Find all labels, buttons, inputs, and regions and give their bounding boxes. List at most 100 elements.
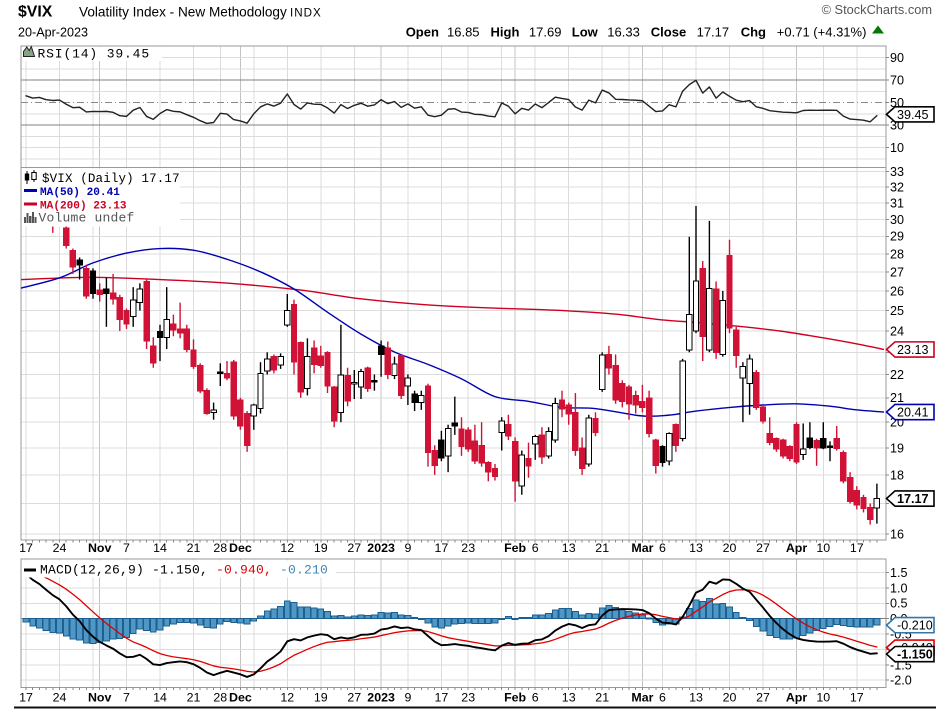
svg-text:23.13: 23.13 bbox=[897, 343, 929, 357]
svg-text:19: 19 bbox=[890, 441, 904, 455]
svg-text:$VIX (Daily) 17.17: $VIX (Daily) 17.17 bbox=[42, 172, 180, 186]
svg-text:33: 33 bbox=[890, 165, 904, 179]
svg-text:21: 21 bbox=[595, 541, 609, 555]
svg-text:Apr: Apr bbox=[786, 541, 808, 555]
svg-text:20: 20 bbox=[723, 691, 737, 705]
svg-text:6: 6 bbox=[532, 541, 539, 555]
svg-text:27: 27 bbox=[756, 691, 770, 705]
svg-text:27: 27 bbox=[756, 541, 770, 555]
svg-text:20.41: 20.41 bbox=[897, 406, 929, 420]
svg-text:25: 25 bbox=[890, 304, 904, 318]
svg-text:Close: Close bbox=[651, 25, 686, 40]
svg-text:22: 22 bbox=[890, 368, 904, 382]
svg-text:MACD(12,26,9) -1.150, -0.940,: MACD(12,26,9) -1.150, -0.940, -0.210 bbox=[40, 563, 328, 578]
svg-text:Open: Open bbox=[406, 25, 439, 40]
svg-text:0.5: 0.5 bbox=[890, 597, 908, 611]
svg-text:Nov: Nov bbox=[88, 541, 112, 555]
svg-text:Dec: Dec bbox=[229, 691, 252, 705]
svg-text:24: 24 bbox=[890, 324, 904, 338]
svg-text:29: 29 bbox=[890, 230, 904, 244]
svg-text:9: 9 bbox=[404, 541, 411, 555]
svg-text:6: 6 bbox=[659, 691, 666, 705]
svg-text:17: 17 bbox=[435, 691, 449, 705]
svg-text:32: 32 bbox=[890, 181, 904, 195]
svg-text:12: 12 bbox=[280, 541, 294, 555]
svg-text:9: 9 bbox=[404, 691, 411, 705]
svg-text:Mar: Mar bbox=[631, 541, 653, 555]
svg-text:Apr: Apr bbox=[786, 691, 808, 705]
svg-text:2023: 2023 bbox=[367, 541, 395, 555]
svg-text:Feb: Feb bbox=[504, 541, 526, 555]
svg-text:30: 30 bbox=[890, 213, 904, 227]
svg-text:20-Apr-2023: 20-Apr-2023 bbox=[18, 26, 88, 40]
svg-text:21: 21 bbox=[890, 391, 904, 405]
svg-text:28: 28 bbox=[213, 541, 227, 555]
svg-text:13: 13 bbox=[689, 541, 703, 555]
svg-text:12: 12 bbox=[280, 691, 294, 705]
svg-text:17: 17 bbox=[435, 541, 449, 555]
svg-text:7: 7 bbox=[123, 691, 130, 705]
svg-text:27: 27 bbox=[347, 691, 361, 705]
svg-text:21: 21 bbox=[187, 691, 201, 705]
svg-text:27: 27 bbox=[347, 541, 361, 555]
svg-text:17: 17 bbox=[850, 541, 864, 555]
svg-text:24: 24 bbox=[53, 541, 67, 555]
svg-text:17.69: 17.69 bbox=[529, 25, 562, 40]
svg-text:7: 7 bbox=[123, 541, 130, 555]
svg-text:70: 70 bbox=[890, 73, 904, 87]
svg-text:INDX: INDX bbox=[290, 7, 322, 20]
svg-text:31: 31 bbox=[890, 196, 904, 210]
svg-text:13: 13 bbox=[562, 541, 576, 555]
svg-text:17: 17 bbox=[19, 691, 33, 705]
svg-text:17: 17 bbox=[850, 691, 864, 705]
svg-text:19: 19 bbox=[314, 541, 328, 555]
svg-text:10: 10 bbox=[816, 691, 830, 705]
svg-text:20: 20 bbox=[723, 541, 737, 555]
svg-text:+0.71 (+4.31%): +0.71 (+4.31%) bbox=[777, 25, 867, 40]
svg-text:© StockCharts.com: © StockCharts.com bbox=[822, 2, 932, 17]
svg-text:1.5: 1.5 bbox=[890, 566, 908, 580]
svg-text:14: 14 bbox=[153, 541, 167, 555]
svg-text:13: 13 bbox=[689, 691, 703, 705]
svg-text:18: 18 bbox=[890, 468, 904, 482]
svg-text:Mar: Mar bbox=[631, 691, 653, 705]
svg-text:13: 13 bbox=[562, 691, 576, 705]
svg-text:1.0: 1.0 bbox=[890, 581, 908, 595]
svg-text:19: 19 bbox=[314, 691, 328, 705]
svg-text:17.17: 17.17 bbox=[897, 492, 929, 506]
svg-text:21: 21 bbox=[595, 691, 609, 705]
svg-text:28: 28 bbox=[213, 691, 227, 705]
svg-text:39.45: 39.45 bbox=[897, 108, 929, 122]
svg-text:High: High bbox=[491, 25, 520, 40]
svg-text:2023: 2023 bbox=[367, 691, 395, 705]
svg-text:21: 21 bbox=[187, 541, 201, 555]
svg-text:MA(50) 20.41: MA(50) 20.41 bbox=[40, 187, 120, 199]
svg-text:23: 23 bbox=[461, 541, 475, 555]
svg-text:Feb: Feb bbox=[504, 691, 526, 705]
svg-text:10: 10 bbox=[816, 541, 830, 555]
svg-text:RSI(14) 39.45: RSI(14) 39.45 bbox=[38, 47, 150, 62]
svg-text:17: 17 bbox=[19, 541, 33, 555]
svg-text:-0.210: -0.210 bbox=[897, 619, 933, 633]
svg-text:Volume undef: Volume undef bbox=[39, 211, 135, 226]
svg-text:28: 28 bbox=[890, 247, 904, 261]
svg-text:Nov: Nov bbox=[88, 691, 112, 705]
svg-text:24: 24 bbox=[53, 691, 67, 705]
svg-text:6: 6 bbox=[532, 691, 539, 705]
svg-text:6: 6 bbox=[659, 541, 666, 555]
svg-text:MA(200) 23.13: MA(200) 23.13 bbox=[40, 201, 127, 213]
svg-text:$VIX: $VIX bbox=[18, 4, 53, 21]
svg-text:Volatility Index - New Methodo: Volatility Index - New Methodology bbox=[79, 5, 287, 20]
svg-text:-2.0: -2.0 bbox=[890, 674, 912, 688]
svg-text:Chg: Chg bbox=[741, 25, 766, 40]
svg-text:16.33: 16.33 bbox=[607, 25, 640, 40]
svg-text:10: 10 bbox=[890, 141, 904, 155]
svg-text:17.17: 17.17 bbox=[697, 25, 730, 40]
svg-text:26: 26 bbox=[890, 284, 904, 298]
svg-text:Dec: Dec bbox=[229, 541, 252, 555]
svg-text:16.85: 16.85 bbox=[447, 25, 480, 40]
svg-text:Low: Low bbox=[572, 25, 599, 40]
svg-text:27: 27 bbox=[890, 266, 904, 280]
svg-text:90: 90 bbox=[890, 51, 904, 65]
svg-text:16: 16 bbox=[890, 527, 904, 541]
